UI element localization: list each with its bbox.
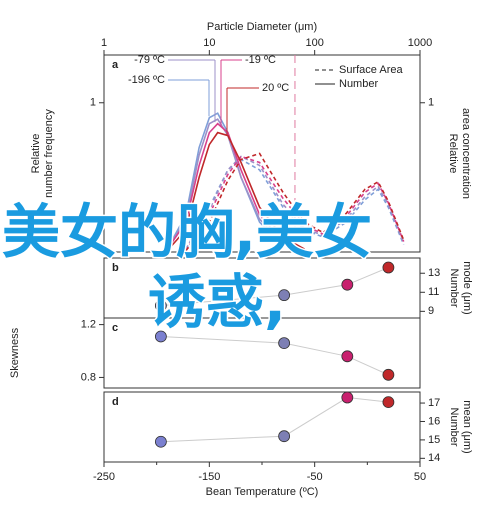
y2-tick-label: 13: [428, 267, 440, 279]
x-axis-label: Bean Temperature (ºC): [206, 486, 319, 498]
number-curve: [166, 122, 305, 250]
panel-frame: [103, 391, 421, 463]
x-axis-label: Particle Diameter (μm): [207, 21, 317, 33]
axis-label: Number: [448, 407, 460, 446]
axis-label: Number: [448, 268, 460, 307]
point: [278, 337, 291, 349]
y2-tick-label: 1: [428, 97, 434, 109]
point: [341, 350, 354, 363]
y2-tick-label: 11: [428, 286, 439, 298]
area-curve: [185, 155, 405, 250]
point: [382, 368, 395, 381]
axis-label: area concentration: [460, 108, 472, 199]
series-label: -19 ºC: [245, 54, 276, 66]
point: [341, 278, 354, 291]
axis-label: Skewness: [9, 327, 21, 378]
y2-tick-label: 17: [428, 397, 440, 409]
y2-tick-label: 9: [428, 305, 434, 317]
legend-label: Number: [339, 78, 378, 90]
area-curve: [185, 155, 405, 251]
series-label: -196 ºC: [128, 74, 165, 86]
panel-frame: [103, 54, 421, 253]
x-tick-label: 10: [203, 37, 215, 49]
y2-tick-label: 14: [428, 452, 440, 464]
panel-label: c: [112, 322, 118, 334]
axis-label: mean (μm): [461, 400, 473, 453]
panel-label: d: [112, 396, 119, 408]
x-tick-label: -250: [93, 471, 115, 483]
panel-label: a: [112, 59, 119, 71]
y-tick-label: 1.2: [81, 319, 96, 331]
x-tick-label: 50: [414, 471, 426, 483]
overlay-text: 美女的胸,美女: [2, 198, 372, 266]
area-curve: [185, 158, 405, 250]
number-curve: [166, 131, 305, 252]
connector: [160, 397, 389, 443]
point: [341, 391, 354, 404]
x-tick-label: -150: [198, 471, 220, 483]
connector: [160, 267, 389, 307]
series-label: 20 ºC: [262, 82, 289, 94]
series-label: -79 ºC: [134, 54, 165, 66]
overlay-text: 诱惑,: [148, 268, 286, 336]
y2-tick-label: 15: [428, 434, 440, 446]
point: [154, 330, 167, 343]
axis-label: mode (μm): [461, 261, 473, 314]
x-tick-label: 100: [305, 37, 323, 49]
panel-label: b: [112, 262, 119, 274]
x-tick-label: 1000: [408, 37, 432, 49]
y-tick-label: 0.8: [81, 371, 96, 383]
connector: [160, 335, 389, 376]
axis-label: Relative: [447, 134, 459, 174]
axis-label: number frequency: [43, 109, 55, 198]
point: [382, 261, 395, 274]
panel-frame: [103, 317, 421, 389]
legend-label: Surface Area: [339, 64, 403, 76]
y-tick-label: 1: [90, 97, 96, 109]
point: [278, 289, 291, 302]
point: [154, 299, 167, 312]
x-tick-label: -50: [307, 471, 323, 483]
point: [278, 430, 291, 443]
y2-tick-label: 16: [428, 415, 440, 427]
axis-label: Relative: [30, 134, 42, 174]
x-tick-label: 1: [101, 37, 107, 49]
number-curve: [166, 112, 305, 252]
point: [154, 435, 167, 448]
point: [382, 396, 395, 409]
